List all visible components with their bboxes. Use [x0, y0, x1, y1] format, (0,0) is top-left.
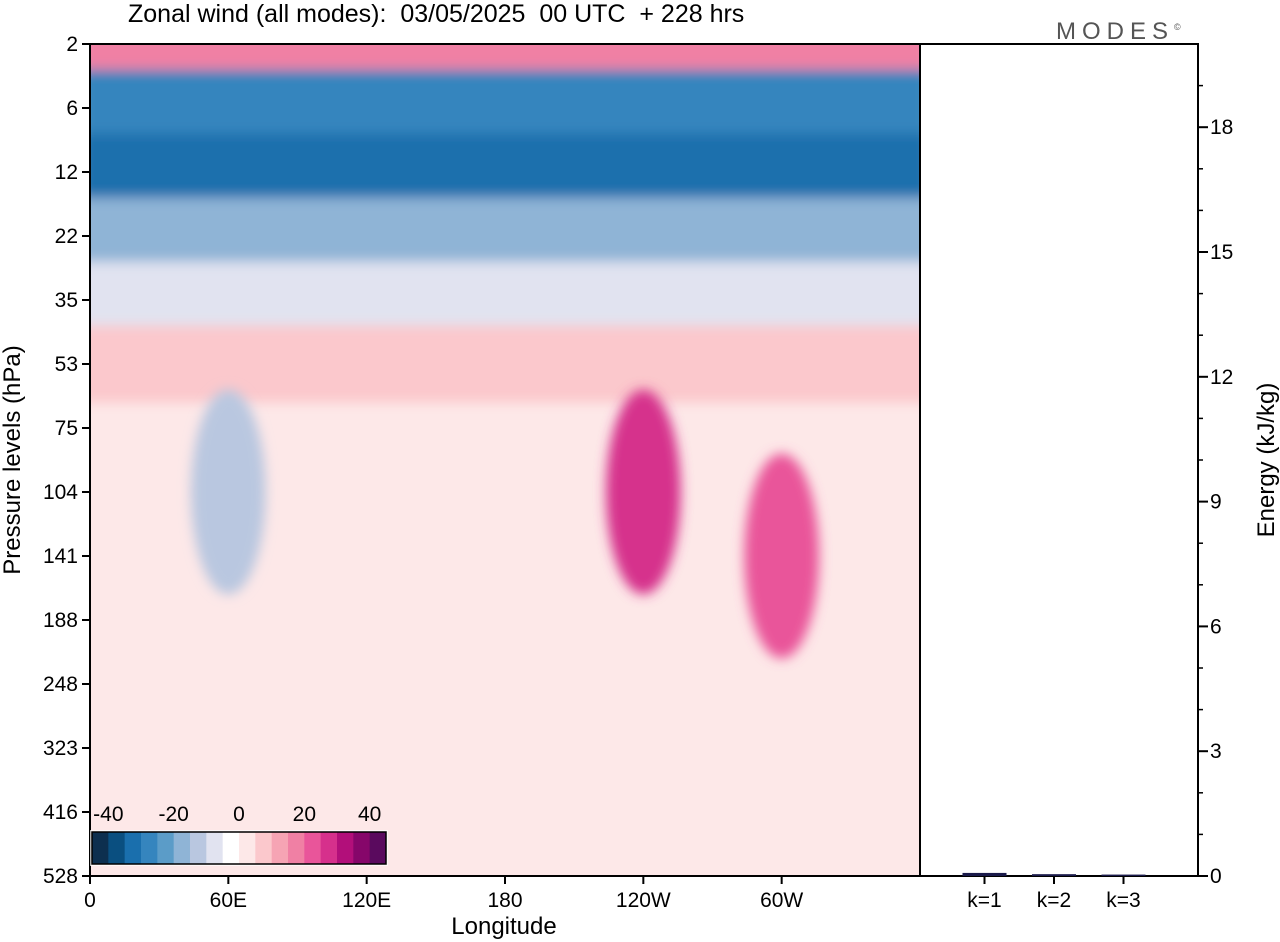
colorbar-swatch	[206, 832, 224, 864]
contour-bands	[90, 44, 920, 403]
energy-tick-label: 9	[1210, 491, 1222, 514]
energy-tick-label: 3	[1210, 740, 1222, 763]
modes-logo: MODES©	[1056, 18, 1181, 46]
energy-tick-label: 12	[1210, 366, 1233, 389]
energy-bar	[962, 872, 1007, 876]
colorbar-tick-label: -20	[158, 803, 188, 826]
colorbar-swatch	[271, 832, 289, 864]
colorbar-swatch	[255, 832, 273, 864]
energy-tick-label: 15	[1210, 241, 1233, 264]
energy-category-label: k=2	[1037, 889, 1071, 912]
pressure-tick-label: 35	[55, 289, 78, 312]
energy-tick-label: 0	[1210, 865, 1222, 888]
colorbar-swatch	[173, 832, 191, 864]
colorbar-swatch	[369, 832, 387, 864]
contour-field	[90, 44, 920, 876]
pressure-tick-label: 2	[66, 33, 78, 56]
pressure-tick-label: 323	[43, 737, 78, 760]
colorbar-tick-label: 20	[293, 803, 316, 826]
pressure-tick-label: 22	[55, 225, 78, 248]
longitude-tick-label: 60W	[760, 889, 803, 912]
colorbar-tick-label: 0	[233, 803, 245, 826]
energy-bar	[1101, 874, 1146, 876]
chart-title: Zonal wind (all modes): 03/05/2025 00 UT…	[128, 0, 745, 28]
pressure-tick-label: 104	[43, 481, 78, 504]
colorbar-swatch	[141, 832, 158, 864]
colorbar-swatch	[353, 832, 371, 864]
y-axis-title: Pressure levels (hPa)	[0, 345, 26, 574]
longitude-tick-label: 60E	[210, 889, 247, 912]
pressure-tick-label: 75	[55, 417, 78, 440]
pressure-tick-label: 188	[43, 609, 78, 632]
colorbar-tick-label: -40	[93, 803, 123, 826]
pressure-axis: 2 6 12 22 35 53 75 104 141 188 248 323 416 528	[43, 33, 90, 888]
longitude-tick-label: 180	[487, 889, 522, 912]
pressure-tick-label: 6	[66, 97, 78, 120]
longitude-tick-label: 0	[84, 889, 96, 912]
contour-band	[90, 69, 920, 147]
colorbar: -40 -20 0 20 40	[90, 803, 388, 866]
colorbar-swatch	[304, 832, 322, 864]
energy-category-label: k=3	[1106, 889, 1140, 912]
pressure-tick-label: 141	[43, 545, 78, 568]
colorbar-swatch	[190, 832, 207, 864]
contour-band	[90, 325, 920, 403]
pressure-tick-label: 53	[55, 353, 78, 376]
contour-cell	[744, 453, 820, 659]
contour-cells	[190, 389, 820, 659]
colorbar-swatch	[222, 832, 240, 864]
colorbar-swatch	[288, 832, 305, 864]
energy-tick-label: 18	[1210, 116, 1233, 139]
contour-cell	[190, 389, 266, 595]
colorbar-tick-label: 40	[358, 803, 381, 826]
longitude-tick-label: 120W	[616, 889, 671, 912]
colorbar-swatch	[337, 832, 354, 864]
pressure-tick-label: 248	[43, 673, 78, 696]
logo-text: MODES	[1056, 18, 1175, 45]
energy-bars: k=1 k=2 k=3	[962, 872, 1146, 912]
pressure-tick-label: 416	[43, 801, 78, 824]
x-axis-title: Longitude	[451, 913, 556, 940]
energy-tick-label: 6	[1210, 615, 1222, 638]
colorbar-swatch	[124, 832, 142, 864]
pressure-tick-label: 528	[43, 865, 78, 888]
longitude-axis: 0 60E 120E 180 120W 60W	[84, 876, 803, 912]
contour-cell	[605, 389, 681, 595]
colorbar-swatch	[239, 832, 256, 864]
energy-category-label: k=1	[967, 889, 1001, 912]
energy-bar	[1032, 874, 1076, 876]
energy-axis: 0 3 6 9 12 15 18	[1198, 84, 1233, 888]
colorbar-frame	[91, 831, 387, 865]
pressure-tick-label: 12	[55, 161, 78, 184]
colorbar-swatch	[108, 832, 126, 864]
colorbar-swatch	[92, 832, 109, 864]
energy-axis-title: Energy (kJ/kg)	[1253, 383, 1280, 538]
colorbar-swatch	[320, 832, 338, 864]
energy-plot-frame	[919, 43, 1199, 877]
colorbar-swatch	[157, 832, 175, 864]
longitude-tick-label: 120E	[342, 889, 391, 912]
copyright-mark: ©	[1174, 22, 1181, 32]
